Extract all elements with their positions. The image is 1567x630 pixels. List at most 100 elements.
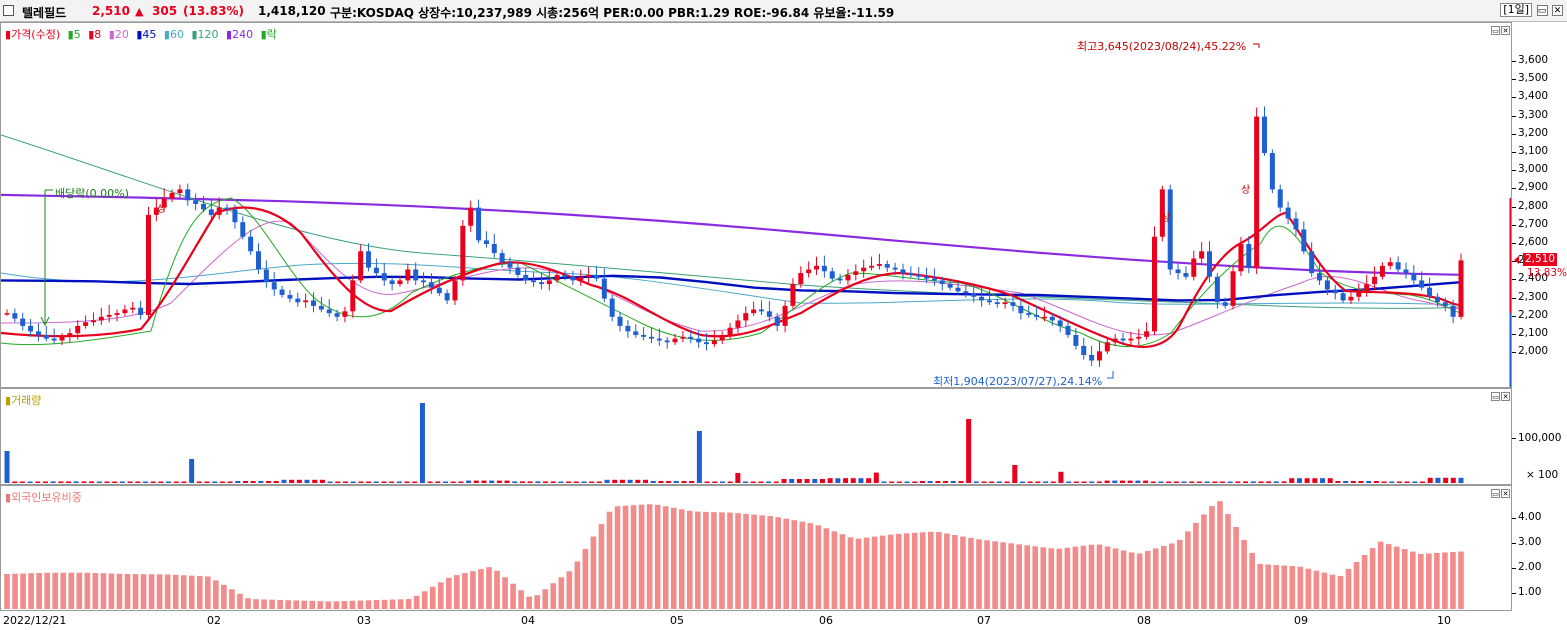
volume-bar	[1104, 480, 1110, 483]
panel-maximize-icon[interactable]: ▭	[1491, 489, 1500, 498]
foreign-ratio-bar	[1345, 568, 1352, 609]
foreign-ratio-bar	[622, 505, 629, 609]
panel-maximize-icon[interactable]: ▭	[1491, 392, 1500, 401]
candle	[106, 314, 112, 317]
volume-bar	[50, 481, 56, 483]
legend-price[interactable]: ▮가격(수정)	[5, 28, 61, 41]
foreign-ratio-bar	[261, 599, 267, 609]
volume-bar	[96, 481, 102, 483]
foreign-ratio-bar	[831, 531, 838, 609]
legend-ma5[interactable]: ▮5	[67, 28, 81, 41]
volume-bar	[58, 481, 64, 483]
window-controls: [1일] ▭ ✕	[1500, 3, 1563, 17]
price-tickmark	[1512, 224, 1516, 226]
volume-bar	[758, 481, 764, 483]
minimize-icon[interactable]: ▭	[1536, 4, 1548, 16]
volume-bar	[481, 480, 487, 483]
candle	[727, 327, 733, 335]
candle	[515, 267, 521, 275]
foreign-ratio-bar	[1297, 566, 1304, 609]
volume-bar	[19, 481, 25, 483]
legend-ma120[interactable]: ▮120	[191, 28, 219, 41]
volume-bar	[450, 481, 456, 483]
candle	[318, 305, 324, 310]
foreign-ratio-bar	[1128, 552, 1135, 609]
foreign-ratio-bar	[76, 572, 83, 609]
legend-ma20[interactable]: ▮20	[108, 28, 129, 41]
legend-ma60[interactable]: ▮60	[163, 28, 184, 41]
foreign-ratio-bar	[494, 570, 500, 609]
volume-bar	[473, 480, 479, 483]
volume-panel[interactable]: ▮거래량 ▭ ✕	[0, 388, 1512, 485]
candle	[593, 274, 599, 279]
legend-ma8[interactable]: ▮8	[88, 28, 102, 41]
volume-bar	[589, 481, 595, 483]
foreign-ratio-bar	[1072, 546, 1079, 609]
candle	[185, 189, 191, 201]
candle	[1348, 296, 1354, 301]
foreign-ratio-bar	[196, 576, 203, 609]
foreign-ratio-bar	[1088, 544, 1095, 609]
foreign-ratio-bar	[976, 539, 982, 609]
volume-bar	[1358, 481, 1364, 483]
foreign-ratio-bar	[703, 511, 709, 609]
panel-close-icon[interactable]: ✕	[1501, 26, 1510, 35]
x-axis-label: 2022/12/21	[3, 614, 67, 627]
foreign-ratio-bar	[285, 600, 291, 609]
volume-bar	[504, 480, 510, 483]
volume-bar	[150, 481, 156, 483]
candle	[751, 309, 757, 314]
panel-maximize-icon[interactable]: ▭	[1491, 26, 1500, 35]
period-selector[interactable]: [1일]	[1500, 3, 1532, 17]
legend-ma45[interactable]: ▮45	[136, 28, 157, 41]
volume-bar	[112, 481, 118, 483]
legend-rak[interactable]: ▮락	[260, 28, 277, 41]
panel-close-icon[interactable]: ✕	[1501, 489, 1510, 498]
foreign-ratio-bar	[944, 533, 950, 609]
foreign-ratio-bar	[1136, 553, 1143, 609]
foreign-ratio-bar	[518, 590, 524, 609]
candle	[1419, 280, 1425, 288]
volume-bar	[1089, 481, 1095, 483]
foreign-ownership-panel[interactable]: ▮외국인보유비중 ▭ ✕	[0, 485, 1512, 611]
candle	[381, 273, 387, 281]
foreign-ratio-bar	[799, 521, 806, 609]
low-price-note: 최저1,904(2023/07/27),24.14%	[933, 375, 1103, 388]
foreign-ratio-bar	[1434, 552, 1440, 609]
foreign-ratio-bar	[1185, 531, 1191, 609]
foreign-ratio-bar	[1369, 548, 1376, 609]
candle	[743, 313, 749, 321]
candle	[1214, 276, 1220, 303]
foreign-ratio-bar	[662, 506, 669, 609]
candle	[1104, 342, 1110, 352]
select-checkbox[interactable]	[3, 5, 14, 16]
close-icon[interactable]: ✕	[1552, 4, 1563, 16]
volume-bar	[1381, 481, 1387, 483]
candle	[546, 280, 552, 285]
legend-ma240[interactable]: ▮240	[226, 28, 254, 41]
foreign-ratio-bar	[992, 541, 998, 609]
volume-bar	[873, 472, 879, 483]
panel-close-icon[interactable]: ✕	[1501, 392, 1510, 401]
candle	[1230, 271, 1236, 306]
foreign-ratio-bar	[237, 593, 243, 609]
volume-bar	[1335, 481, 1341, 483]
foreign-ratio-bar	[590, 536, 597, 609]
volume-bar	[966, 419, 972, 483]
candle	[609, 298, 615, 317]
foreign-ratio-bar	[1241, 539, 1247, 609]
volume-bar	[4, 451, 10, 483]
foreign-ratio-bar	[454, 575, 460, 609]
price-tickmark	[1512, 170, 1516, 172]
price-panel[interactable]: ▮가격(수정) ▮5 ▮8 ▮20 ▮45 ▮60 ▮120 ▮240 ▮락	[0, 22, 1512, 388]
candle	[161, 198, 167, 208]
volume-bar	[1343, 481, 1349, 483]
foreign-ratio-bar	[68, 572, 75, 609]
candle	[1120, 338, 1126, 341]
candle	[1301, 229, 1307, 252]
candle	[861, 267, 867, 272]
candle	[939, 280, 945, 285]
volume-bar	[896, 481, 902, 483]
candle	[1222, 302, 1228, 306]
candle	[538, 282, 544, 285]
